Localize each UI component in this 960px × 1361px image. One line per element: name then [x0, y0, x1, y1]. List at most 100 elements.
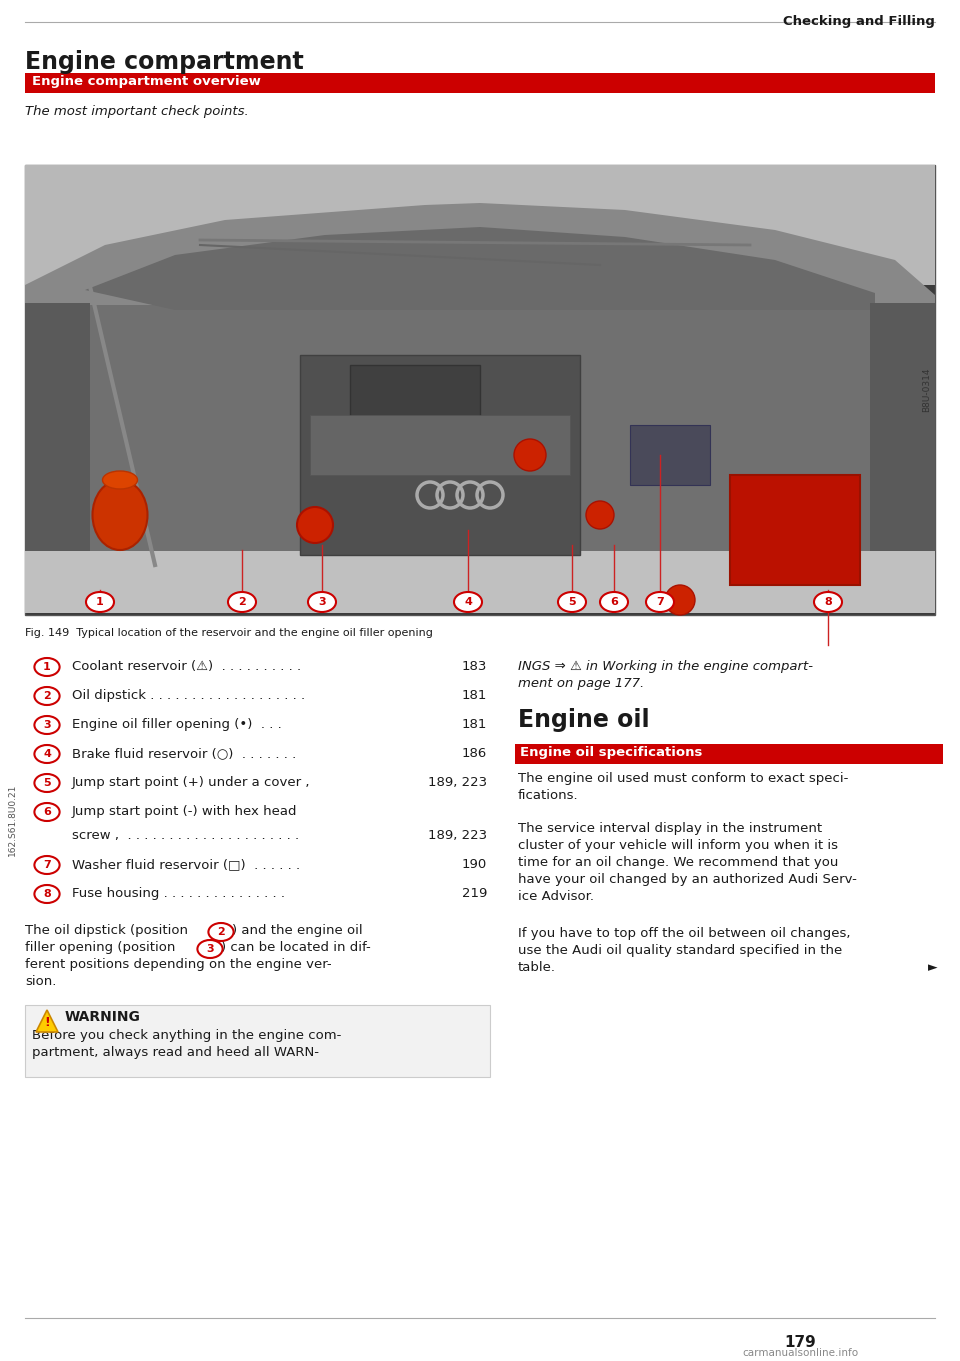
Text: 189, 223: 189, 223 — [428, 776, 487, 789]
Ellipse shape — [208, 923, 233, 940]
Text: 8: 8 — [43, 889, 51, 900]
FancyBboxPatch shape — [25, 551, 935, 612]
FancyBboxPatch shape — [25, 165, 935, 615]
Ellipse shape — [454, 592, 482, 612]
Text: Brake fluid reservoir (○)  . . . . . . .: Brake fluid reservoir (○) . . . . . . . — [72, 747, 297, 759]
Text: 181: 181 — [462, 719, 487, 731]
Text: 5: 5 — [43, 778, 51, 788]
Text: 190: 190 — [462, 857, 487, 871]
Text: 7: 7 — [43, 860, 51, 870]
Text: ice Advisor.: ice Advisor. — [518, 890, 594, 902]
Ellipse shape — [308, 592, 336, 612]
Ellipse shape — [35, 716, 60, 734]
Text: The most important check points.: The most important check points. — [25, 105, 249, 118]
FancyBboxPatch shape — [25, 73, 935, 93]
Ellipse shape — [35, 803, 60, 821]
Text: 7: 7 — [656, 597, 664, 607]
Text: 6: 6 — [610, 597, 618, 607]
Ellipse shape — [35, 774, 60, 792]
Text: 2: 2 — [217, 927, 225, 936]
Text: Washer fluid reservoir (□)  . . . . . .: Washer fluid reservoir (□) . . . . . . — [72, 857, 300, 871]
Text: WARNING: WARNING — [65, 1010, 141, 1023]
Ellipse shape — [228, 592, 256, 612]
Circle shape — [297, 508, 333, 543]
Text: ►: ► — [928, 961, 938, 974]
Text: carmanualsonline.info: carmanualsonline.info — [742, 1347, 858, 1358]
Ellipse shape — [103, 471, 137, 489]
Text: 8: 8 — [824, 597, 832, 607]
Ellipse shape — [92, 480, 148, 550]
Text: 3: 3 — [318, 597, 325, 607]
Text: ) and the engine oil: ) and the engine oil — [232, 924, 363, 936]
Text: INGS ⇒ ⚠ in Working in the engine compart-: INGS ⇒ ⚠ in Working in the engine compar… — [518, 660, 813, 672]
Text: 186: 186 — [462, 747, 487, 759]
Text: The oil dipstick (position: The oil dipstick (position — [25, 924, 188, 936]
Text: Engine compartment: Engine compartment — [25, 50, 303, 73]
Text: time for an oil change. We recommend that you: time for an oil change. We recommend tha… — [518, 856, 838, 870]
Text: Engine oil filler opening (•)  . . .: Engine oil filler opening (•) . . . — [72, 719, 281, 731]
FancyBboxPatch shape — [630, 425, 710, 485]
Text: cluster of your vehicle will inform you when it is: cluster of your vehicle will inform you … — [518, 838, 838, 852]
Text: 2: 2 — [43, 691, 51, 701]
Text: 4: 4 — [43, 749, 51, 759]
Ellipse shape — [35, 856, 60, 874]
Text: 2: 2 — [238, 597, 246, 607]
Text: 189, 223: 189, 223 — [428, 829, 487, 842]
FancyBboxPatch shape — [25, 1004, 490, 1077]
Text: Coolant reservoir (⚠)  . . . . . . . . . .: Coolant reservoir (⚠) . . . . . . . . . … — [72, 660, 301, 672]
Text: The service interval display in the instrument: The service interval display in the inst… — [518, 822, 822, 836]
Text: 3: 3 — [206, 945, 214, 954]
Text: 3: 3 — [43, 720, 51, 729]
Text: Oil dipstick . . . . . . . . . . . . . . . . . . .: Oil dipstick . . . . . . . . . . . . . .… — [72, 689, 305, 702]
Text: sion.: sion. — [25, 974, 57, 988]
Ellipse shape — [600, 592, 628, 612]
Text: filler opening (position: filler opening (position — [25, 940, 176, 954]
Text: 162.S61.8U0.21: 162.S61.8U0.21 — [8, 784, 16, 856]
Text: If you have to top off the oil between oil changes,: If you have to top off the oil between o… — [518, 927, 851, 940]
FancyBboxPatch shape — [870, 304, 935, 553]
Circle shape — [586, 501, 614, 529]
Text: TFSI: TFSI — [510, 491, 534, 502]
FancyBboxPatch shape — [55, 284, 905, 555]
Text: screw ,  . . . . . . . . . . . . . . . . . . . . .: screw , . . . . . . . . . . . . . . . . … — [72, 829, 300, 842]
Text: Checking and Filling: Checking and Filling — [783, 15, 935, 29]
FancyBboxPatch shape — [25, 304, 90, 553]
Text: ) can be located in dif-: ) can be located in dif- — [221, 940, 371, 954]
Ellipse shape — [86, 592, 114, 612]
FancyBboxPatch shape — [350, 365, 480, 455]
Text: have your oil changed by an authorized Audi Serv-: have your oil changed by an authorized A… — [518, 872, 857, 886]
Ellipse shape — [35, 744, 60, 764]
Text: Engine compartment overview: Engine compartment overview — [32, 75, 261, 88]
Text: partment, always read and heed all WARN-: partment, always read and heed all WARN- — [32, 1047, 319, 1059]
Text: ferent positions depending on the engine ver-: ferent positions depending on the engine… — [25, 958, 331, 970]
Ellipse shape — [35, 687, 60, 705]
FancyBboxPatch shape — [310, 415, 570, 475]
Ellipse shape — [35, 885, 60, 902]
Text: 1: 1 — [96, 597, 104, 607]
FancyBboxPatch shape — [300, 355, 580, 555]
Text: !: ! — [44, 1017, 50, 1029]
Ellipse shape — [198, 940, 223, 958]
Circle shape — [514, 440, 546, 471]
Text: The engine oil used must conform to exact speci-: The engine oil used must conform to exac… — [518, 772, 849, 785]
Text: 6: 6 — [43, 807, 51, 817]
Ellipse shape — [646, 592, 674, 612]
Ellipse shape — [814, 592, 842, 612]
Text: 1: 1 — [43, 661, 51, 672]
Text: table.: table. — [518, 961, 556, 974]
Text: 179: 179 — [784, 1335, 816, 1350]
Text: Jump start point (+) under a cover ,: Jump start point (+) under a cover , — [72, 776, 310, 789]
Ellipse shape — [35, 657, 60, 676]
Text: 4: 4 — [464, 597, 472, 607]
Text: Jump start point (-) with hex head: Jump start point (-) with hex head — [72, 804, 298, 818]
Polygon shape — [25, 203, 935, 305]
Text: 183: 183 — [462, 660, 487, 672]
Text: Engine oil specifications: Engine oil specifications — [520, 746, 703, 759]
Polygon shape — [85, 227, 875, 310]
Text: B8U-0314: B8U-0314 — [923, 367, 931, 412]
FancyBboxPatch shape — [730, 475, 860, 585]
Text: ment on page 177.: ment on page 177. — [518, 676, 644, 690]
Text: fications.: fications. — [518, 789, 579, 802]
FancyBboxPatch shape — [25, 165, 935, 284]
Text: use the Audi oil quality standard specified in the: use the Audi oil quality standard specif… — [518, 945, 842, 957]
